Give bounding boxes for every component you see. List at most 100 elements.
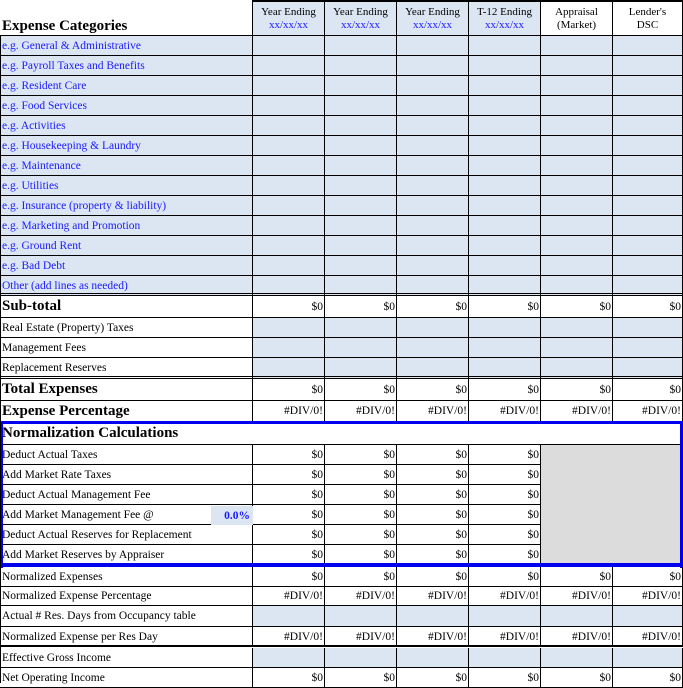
bottom-row-cell[interactable]	[469, 648, 541, 668]
expense-row-label[interactable]: e.g. Marketing and Promotion	[0, 216, 253, 236]
expense-row-label[interactable]: e.g. Bad Debt	[0, 256, 253, 276]
expense-row-cell[interactable]	[469, 96, 541, 116]
expense-pct-row-cell[interactable]: #DIV/0!	[613, 401, 683, 422]
column-header[interactable]: T-12 Ending xx/xx/xx	[469, 0, 541, 36]
expense-row-cell[interactable]	[469, 236, 541, 256]
expense-row-label[interactable]: e.g. Housekeeping & Laundry	[0, 136, 253, 156]
other-row-cell[interactable]	[253, 318, 325, 338]
expense-row-cell[interactable]	[469, 196, 541, 216]
expense-row-cell[interactable]	[613, 96, 683, 116]
expense-row-label[interactable]: e.g. Payroll Taxes and Benefits	[0, 56, 253, 76]
expense-row-cell[interactable]	[325, 96, 397, 116]
expense-pct-row-cell[interactable]: #DIV/0!	[469, 401, 541, 422]
bottom-row-cell[interactable]	[613, 606, 683, 627]
expense-row-cell[interactable]	[541, 256, 613, 276]
expense-row-cell[interactable]	[325, 136, 397, 156]
expense-row-cell[interactable]	[469, 56, 541, 76]
subtotal-row-cell[interactable]: $0	[397, 296, 469, 318]
expense-row-cell[interactable]	[613, 56, 683, 76]
expense-row-cell[interactable]	[541, 96, 613, 116]
total-row-cell[interactable]: $0	[325, 379, 397, 401]
other-row-cell[interactable]	[541, 358, 613, 379]
other-row-cell[interactable]	[253, 358, 325, 379]
expense-row-cell[interactable]	[613, 76, 683, 96]
expense-row-cell[interactable]	[253, 56, 325, 76]
expense-row-label[interactable]: Other (add lines as needed)	[0, 276, 253, 296]
expense-row-cell[interactable]	[325, 236, 397, 256]
other-row-cell[interactable]	[613, 318, 683, 338]
expense-row-cell[interactable]	[541, 176, 613, 196]
expense-row-cell[interactable]	[541, 136, 613, 156]
subtotal-row-cell[interactable]: $0	[469, 296, 541, 318]
other-row-cell[interactable]	[325, 358, 397, 379]
column-header[interactable]: Year Ending xx/xx/xx	[325, 0, 397, 36]
expense-row-cell[interactable]	[541, 156, 613, 176]
bottom-row-cell[interactable]	[253, 606, 325, 627]
subtotal-row-cell[interactable]: $0	[325, 296, 397, 318]
expense-pct-row-cell[interactable]: #DIV/0!	[253, 401, 325, 422]
expense-row-cell[interactable]	[253, 36, 325, 56]
subtotal-row-cell[interactable]: $0	[613, 296, 683, 318]
expense-row-cell[interactable]	[469, 276, 541, 296]
column-header[interactable]: Year Ending xx/xx/xx	[253, 0, 325, 36]
expense-row-cell[interactable]	[253, 116, 325, 136]
expense-row-cell[interactable]	[253, 216, 325, 236]
expense-row-cell[interactable]	[613, 116, 683, 136]
expense-row-cell[interactable]	[253, 96, 325, 116]
expense-row-cell[interactable]	[325, 256, 397, 276]
expense-row-cell[interactable]	[325, 176, 397, 196]
expense-row-cell[interactable]	[613, 136, 683, 156]
expense-row-cell[interactable]	[541, 116, 613, 136]
other-row-cell[interactable]	[541, 338, 613, 358]
bottom-row-cell[interactable]	[397, 648, 469, 668]
expense-row-cell[interactable]	[325, 36, 397, 56]
expense-row-cell[interactable]	[397, 36, 469, 56]
expense-row-cell[interactable]	[541, 76, 613, 96]
expense-pct-row-cell[interactable]: #DIV/0!	[541, 401, 613, 422]
expense-row-cell[interactable]	[397, 276, 469, 296]
expense-row-cell[interactable]	[469, 76, 541, 96]
total-row-cell[interactable]: $0	[541, 379, 613, 401]
column-header[interactable]: Year Ending xx/xx/xx	[397, 0, 469, 36]
expense-row-cell[interactable]	[253, 156, 325, 176]
expense-row-cell[interactable]	[613, 36, 683, 56]
column-header[interactable]: Appraisal (Market)	[541, 0, 613, 36]
expense-row-label[interactable]: e.g. Activities	[0, 116, 253, 136]
expense-row-cell[interactable]	[253, 136, 325, 156]
bottom-row-cell[interactable]	[397, 606, 469, 627]
expense-row-cell[interactable]	[541, 56, 613, 76]
expense-row-cell[interactable]	[397, 96, 469, 116]
expense-row-cell[interactable]	[253, 276, 325, 296]
expense-row-cell[interactable]	[541, 36, 613, 56]
expense-row-cell[interactable]	[397, 256, 469, 276]
bottom-row-cell[interactable]	[541, 648, 613, 668]
expense-row-cell[interactable]	[613, 156, 683, 176]
total-row-cell[interactable]: $0	[613, 379, 683, 401]
other-row-cell[interactable]	[325, 318, 397, 338]
expense-row-cell[interactable]	[325, 116, 397, 136]
expense-row-cell[interactable]	[253, 196, 325, 216]
expense-row-cell[interactable]	[469, 216, 541, 236]
expense-row-cell[interactable]	[397, 156, 469, 176]
expense-row-cell[interactable]	[253, 256, 325, 276]
expense-row-cell[interactable]	[397, 216, 469, 236]
expense-pct-row-cell[interactable]: #DIV/0!	[325, 401, 397, 422]
expense-row-cell[interactable]	[397, 116, 469, 136]
expense-row-cell[interactable]	[325, 196, 397, 216]
other-row-cell[interactable]	[541, 318, 613, 338]
expense-row-cell[interactable]	[325, 156, 397, 176]
expense-row-cell[interactable]	[613, 176, 683, 196]
bottom-row-cell[interactable]	[613, 648, 683, 668]
expense-row-cell[interactable]	[469, 36, 541, 56]
expense-row-cell[interactable]	[325, 276, 397, 296]
expense-row-cell[interactable]	[469, 136, 541, 156]
subtotal-row-cell[interactable]: $0	[541, 296, 613, 318]
bottom-row-cell[interactable]	[325, 606, 397, 627]
expense-row-cell[interactable]	[397, 136, 469, 156]
expense-row-cell[interactable]	[397, 236, 469, 256]
expense-row-label[interactable]: e.g. Food Services	[0, 96, 253, 116]
expense-row-cell[interactable]	[469, 176, 541, 196]
expense-row-cell[interactable]	[469, 256, 541, 276]
expense-row-cell[interactable]	[325, 76, 397, 96]
expense-row-cell[interactable]	[469, 116, 541, 136]
